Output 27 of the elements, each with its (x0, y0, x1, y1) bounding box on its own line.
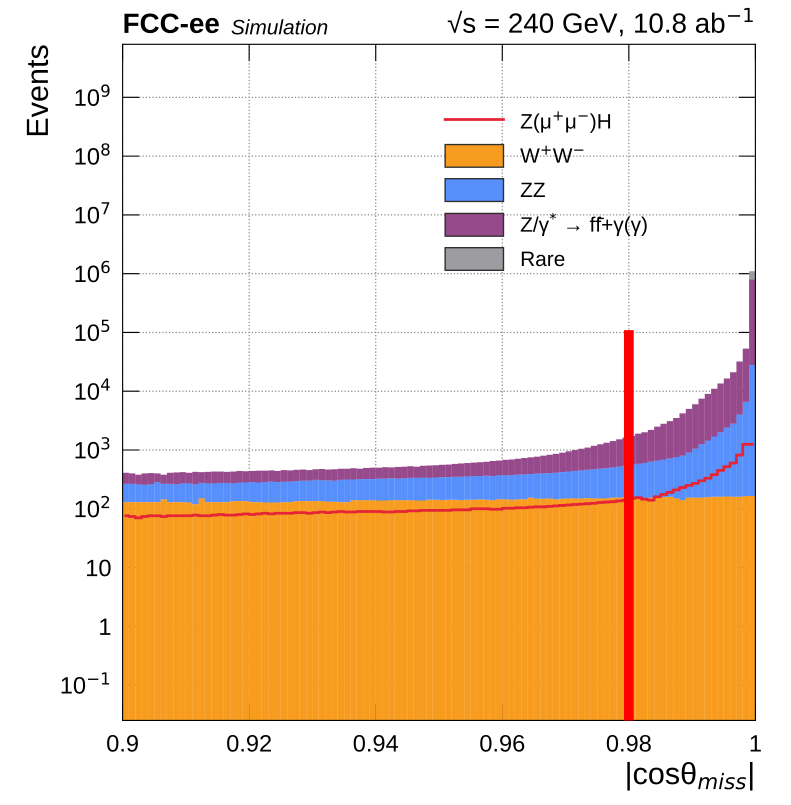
y-axis-title: Events (26, 45, 48, 136)
y-tick-label: 10$^{5}$ (76, 320, 110, 342)
x-tick-label: 0.94 (354, 734, 398, 752)
y-tick-label: 10 (87, 560, 111, 576)
chart-subtitle: Simulation (232, 19, 328, 35)
y-tick-label: 10$^{8}$ (76, 143, 110, 165)
x-tick-label: 0.92 (227, 734, 271, 752)
y-tick-label: 10$^{7}$ (76, 202, 110, 224)
text: √s = 240 GeV, 10.8 ab$^{−1}$ (448, 8, 753, 36)
legend-label: ZZ (520, 182, 545, 198)
y-tick-label: 10$^{2}$ (76, 496, 110, 518)
x-tick-label: 0.96 (480, 734, 524, 752)
y-tick-label: 10$^{4}$ (76, 378, 110, 400)
y-tick-label: 10$^{6}$ (76, 260, 110, 282)
legend-label: Z(μ$^{+}$μ$^{−}$)H (520, 111, 610, 133)
legend-label: Z/γ$^{*}$ → ff̄+γ(γ) (520, 212, 647, 236)
x-axis-title: |cosθ$_{miss}$| (627, 762, 753, 791)
y-tick-label: 1 (100, 618, 110, 635)
y-tick-label: 10$^{3}$ (76, 437, 110, 459)
x-tick-label: 1 (750, 735, 761, 752)
chart-title: FCC-ee (124, 13, 219, 34)
y-tick-label: 10$^{9}$ (76, 84, 110, 106)
legend-label: Rare (522, 252, 564, 266)
x-tick-label: 0.98 (606, 734, 651, 752)
y-tick-label: 10$^{−1}$ (62, 672, 110, 694)
x-tick-label: 0.9 (107, 734, 138, 752)
legend-label: W$^{+}$W$^{−}$ (520, 146, 584, 163)
